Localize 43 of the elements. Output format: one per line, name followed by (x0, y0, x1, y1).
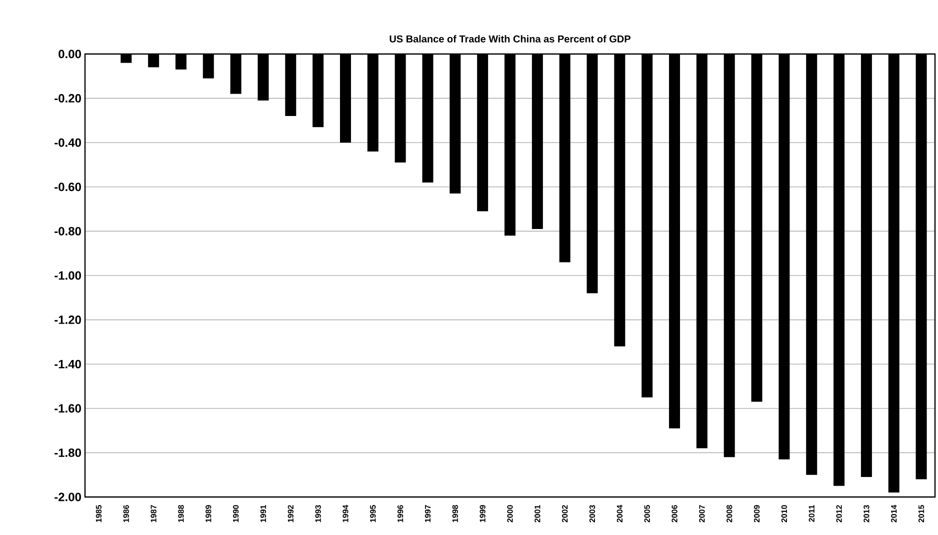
y-tick-label: -0.20 (54, 94, 81, 103)
x-tick-label: 1986 (123, 505, 129, 522)
y-tick-label: -2.00 (54, 492, 81, 502)
x-tick-label: 2008 (726, 505, 732, 522)
x-tick-label: 1990 (232, 505, 239, 522)
x-tick-label: 2000 (507, 505, 513, 522)
x-tick-label: 2013 (864, 505, 870, 522)
y-tick-label: -1.40 (54, 360, 81, 368)
x-tick-label: 1991 (260, 505, 266, 522)
x-tick-label: 1998 (452, 505, 458, 522)
x-tick-label: 2007 (699, 505, 705, 522)
x-tick-label: 1994 (342, 504, 348, 522)
y-tick-label: 0.00 (58, 50, 81, 58)
y-tick-label: -1.00 (54, 271, 81, 280)
y-tick-label: -1.20 (54, 316, 81, 324)
y-tick-label: -1.80 (54, 448, 81, 457)
x-tick-label: 1985 (96, 505, 102, 522)
x-tick-label: 2004 (616, 504, 623, 522)
x-tick-label: 2010 (781, 505, 788, 522)
x-tick-label: 1988 (178, 505, 184, 522)
x-tick-label: 1996 (397, 505, 404, 522)
x-tick-label: 1997 (424, 505, 431, 522)
y-tick-label: -0.80 (54, 226, 81, 236)
x-tick-label: 2005 (644, 505, 650, 522)
x-tick-label: 2009 (754, 505, 760, 522)
x-tick-label: 2014 (891, 504, 897, 522)
x-tick-label: 1987 (150, 505, 156, 522)
x-tick-label: 2003 (589, 505, 596, 522)
x-tick-label: 1999 (480, 505, 486, 522)
x-tick-label: 2001 (534, 505, 540, 522)
x-tick-label: 1995 (370, 505, 376, 522)
x-tick-label: 2015 (918, 505, 924, 522)
x-tick-label: 2012 (836, 505, 842, 522)
x-tick-label: 1992 (288, 505, 294, 522)
x-tick-label: 2011 (808, 505, 814, 522)
x-tick-label: 1989 (206, 505, 212, 522)
y-tick-label: -0.60 (54, 182, 81, 192)
y-tick-label: -1.60 (54, 404, 81, 413)
x-tick-label: 1993 (315, 505, 321, 522)
y-tick-label: -0.40 (54, 138, 81, 147)
x-tick-label: 2002 (562, 505, 568, 522)
chart-title: US Balance of Trade With China as Percent of GDP (390, 35, 630, 42)
x-tick-label: 2006 (672, 505, 678, 522)
